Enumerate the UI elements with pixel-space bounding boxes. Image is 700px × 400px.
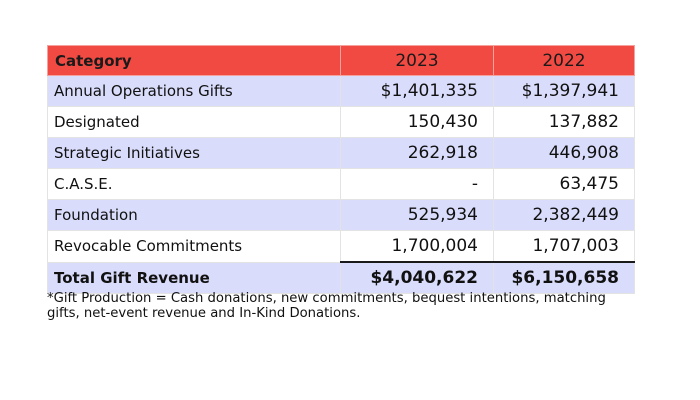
gift-revenue-table: Category 2023 2022 Annual Operations Gif… <box>47 45 635 294</box>
table-row: Strategic Initiatives 262,918 446,908 <box>47 137 635 169</box>
row-value-2022: 446,908 <box>493 137 635 169</box>
row-value-2023: $1,401,335 <box>340 75 494 107</box>
row-value-2022: 1,707,003 <box>493 230 635 263</box>
table-header-row: Category 2023 2022 <box>47 45 635 76</box>
table-row: Annual Operations Gifts $1,401,335 $1,39… <box>47 75 635 107</box>
table-row: Designated 150,430 137,882 <box>47 106 635 138</box>
row-category: Designated <box>47 106 341 138</box>
total-value-2023: $4,040,622 <box>340 261 494 294</box>
header-year-2023: 2023 <box>340 45 494 76</box>
row-value-2022: 137,882 <box>493 106 635 138</box>
table-row: C.A.S.E. - 63,475 <box>47 168 635 200</box>
table-total-row: Total Gift Revenue $4,040,622 $6,150,658 <box>47 261 635 294</box>
total-value-2022: $6,150,658 <box>493 261 635 294</box>
table-row: Foundation 525,934 2,382,449 <box>47 199 635 231</box>
row-value-2023: 525,934 <box>340 199 494 231</box>
row-category: Annual Operations Gifts <box>47 75 341 107</box>
table-row: Revocable Commitments 1,700,004 1,707,00… <box>47 230 635 263</box>
row-category: Strategic Initiatives <box>47 137 341 169</box>
footnote: *Gift Production = Cash donations, new c… <box>47 291 606 321</box>
row-value-2023: - <box>340 168 494 200</box>
row-value-2023: 262,918 <box>340 137 494 169</box>
header-category: Category <box>47 45 341 76</box>
row-value-2022: 63,475 <box>493 168 635 200</box>
row-category: Revocable Commitments <box>47 230 341 263</box>
header-year-2022: 2022 <box>493 45 635 76</box>
row-value-2022: 2,382,449 <box>493 199 635 231</box>
total-category: Total Gift Revenue <box>47 261 341 294</box>
row-category: C.A.S.E. <box>47 168 341 200</box>
row-value-2023: 150,430 <box>340 106 494 138</box>
row-category: Foundation <box>47 199 341 231</box>
row-value-2022: $1,397,941 <box>493 75 635 107</box>
row-value-2023: 1,700,004 <box>340 230 494 263</box>
